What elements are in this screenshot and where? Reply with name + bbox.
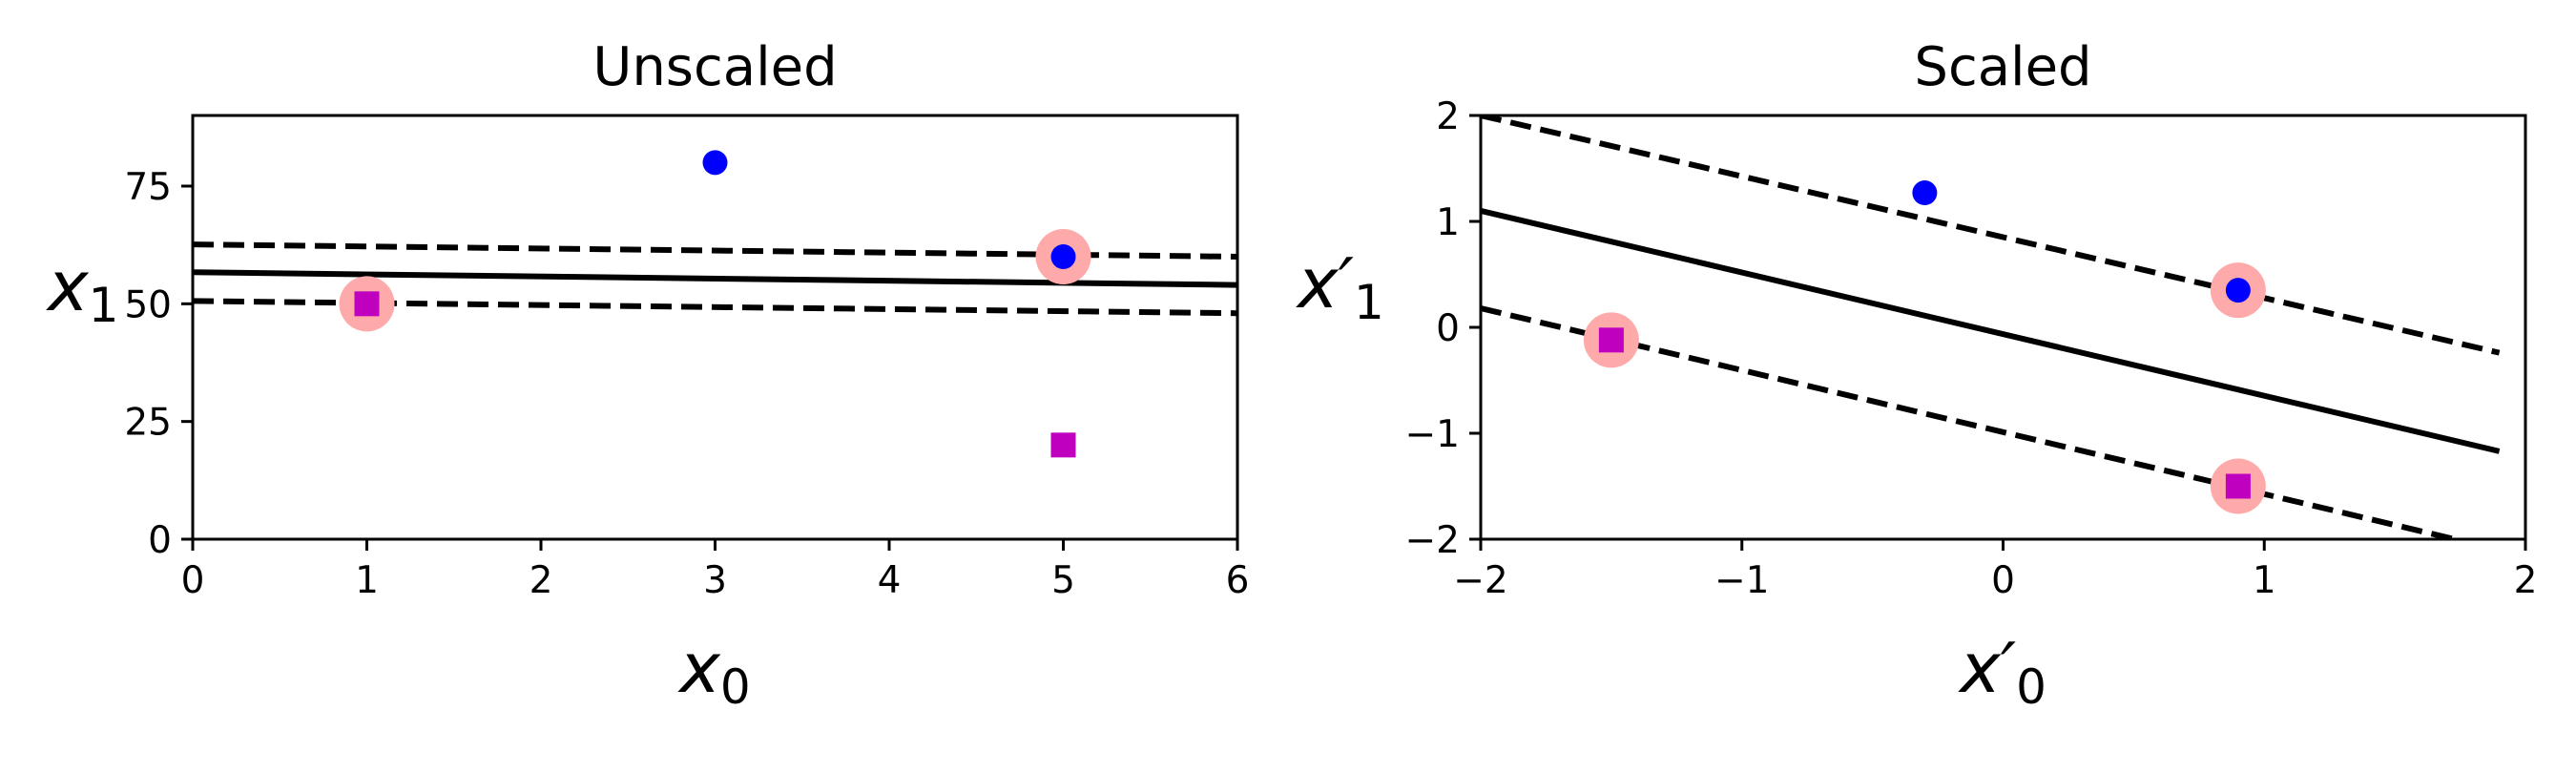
axes-frame xyxy=(1479,114,2527,541)
x-tick-label: 3 xyxy=(703,559,727,602)
square-point xyxy=(1050,432,1076,458)
margin-line xyxy=(1481,115,2501,356)
y-tick-label: 50 xyxy=(124,283,172,326)
unscaled-panel: Unscaled 0 1 2 3 4 5 6 0 25 50 75 x0 x1 xyxy=(46,36,1249,715)
scaled-panel: Scaled −2 −1 0 1 2 −2 −1 0 1 2 x′0 x′1 xyxy=(1296,36,2537,715)
x-tick-label: 0 xyxy=(1991,559,2015,602)
x-axis-label: x′0 xyxy=(1958,628,2046,715)
x-tick-label: 1 xyxy=(355,559,379,602)
x-tick-label: −2 xyxy=(1453,559,1508,602)
y-axis-label: x1 xyxy=(46,246,118,333)
x-tick-label: 4 xyxy=(878,559,902,602)
y-tick-label: 0 xyxy=(1436,307,1460,350)
circle-point xyxy=(1912,180,1938,206)
decision-boundary-line xyxy=(1481,207,2501,454)
y-tick-label: 25 xyxy=(124,402,172,445)
x-tick-label: 2 xyxy=(2514,559,2538,602)
x-tick-label: 0 xyxy=(181,559,205,602)
circle-point xyxy=(1050,244,1076,269)
square-point xyxy=(2225,473,2251,499)
y-axis-label: x′1 xyxy=(1296,243,1384,330)
y-tick-label: −2 xyxy=(1405,519,1461,562)
x-axis-label: x0 xyxy=(677,628,750,715)
square-point xyxy=(354,291,380,317)
y-tick-label: −1 xyxy=(1405,413,1461,456)
y-tick-label: 75 xyxy=(124,166,172,209)
x-tick-label: 5 xyxy=(1051,559,1075,602)
x-tick-label: −1 xyxy=(1714,559,1770,602)
margin-line xyxy=(193,298,1237,317)
circle-point xyxy=(2225,278,2251,303)
y-tick-label: 0 xyxy=(148,519,172,562)
y-tick-label: 2 xyxy=(1436,95,1460,138)
chart-title: Unscaled xyxy=(592,36,837,98)
margin-line xyxy=(1481,305,2467,539)
chart-title: Scaled xyxy=(1914,36,2091,98)
square-point xyxy=(1598,327,1624,353)
x-tick-label: 1 xyxy=(2253,559,2276,602)
y-tick-label: 1 xyxy=(1436,201,1460,244)
circle-point xyxy=(702,150,728,176)
x-tick-label: 2 xyxy=(530,559,553,602)
axes-frame xyxy=(191,114,1239,541)
x-tick-label: 6 xyxy=(1226,559,1250,602)
